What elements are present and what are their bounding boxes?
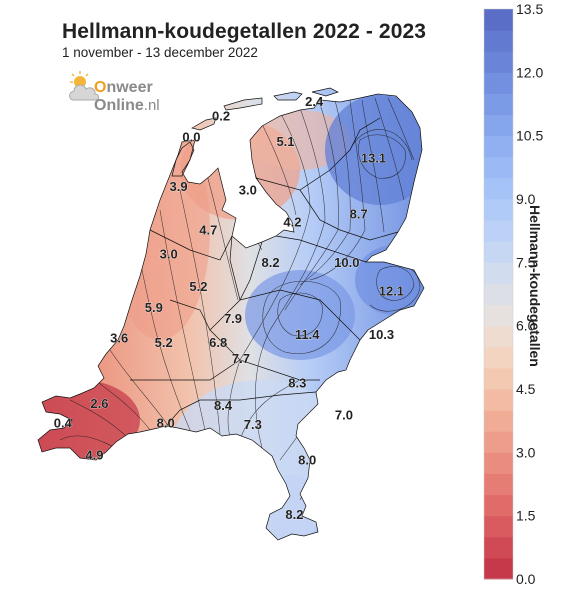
station-value-label: 5.2 xyxy=(189,279,207,294)
map-title: Hellmann-koudegetallen 2022 - 2023 xyxy=(62,20,427,43)
station-value-label: 3.0 xyxy=(239,183,257,198)
logo-wordmark: Onweer Online.nl xyxy=(94,79,160,114)
station-value-label: 7.0 xyxy=(335,408,353,423)
station-value-label: 13.1 xyxy=(361,150,386,165)
station-value-label: 5.2 xyxy=(155,335,173,350)
station-value-label: 3.9 xyxy=(170,179,188,194)
province-borders xyxy=(37,87,425,541)
colorbar-label: Hellmann-koudegetallen xyxy=(527,205,543,367)
station-value-label: 7.9 xyxy=(224,311,242,326)
station-value-label: 8.7 xyxy=(350,207,368,222)
station-value-label: 5.9 xyxy=(145,300,163,315)
station-value-label: 5.1 xyxy=(276,134,294,149)
station-value-label: 6.8 xyxy=(209,335,227,350)
station-value-label: 0.0 xyxy=(182,129,200,144)
station-value-label: 0.4 xyxy=(54,416,73,431)
station-value-label: 8.2 xyxy=(262,255,280,270)
station-value-label: 7.7 xyxy=(232,351,250,366)
station-value-label: 4.9 xyxy=(85,448,103,463)
station-value-label: 2.6 xyxy=(90,396,108,411)
station-value-label: 0.2 xyxy=(212,109,230,124)
station-value-label: 8.0 xyxy=(157,416,175,431)
onweeronline-logo: Onweer Online.nl xyxy=(66,70,176,114)
station-value-label: 8.4 xyxy=(214,398,233,413)
map-subtitle: 1 november - 13 december 2022 xyxy=(62,45,258,60)
station-value-label: 10.3 xyxy=(369,327,394,342)
station-value-label: 3.0 xyxy=(160,247,178,262)
station-labels: 0.2 2.4 0.0 5.1 13.1 3.9 3.0 8.7 4.2 4.7 3.0 8.2 10.… xyxy=(53,94,404,523)
station-value-label: 11.4 xyxy=(295,327,320,342)
station-value-label: 8.3 xyxy=(288,375,306,390)
station-value-label: 10.0 xyxy=(334,255,359,270)
cloud-sun-icon xyxy=(69,71,100,101)
station-value-label: 8.2 xyxy=(285,507,303,522)
station-value-label: 3.6 xyxy=(110,330,128,345)
station-value-label: 4.7 xyxy=(199,223,217,238)
station-value-label: 2.4 xyxy=(305,94,324,109)
station-value-label: 12.1 xyxy=(379,284,404,299)
station-value-label: 7.3 xyxy=(244,417,262,432)
station-value-label: 8.0 xyxy=(298,453,316,468)
station-value-label: 4.2 xyxy=(283,215,301,230)
